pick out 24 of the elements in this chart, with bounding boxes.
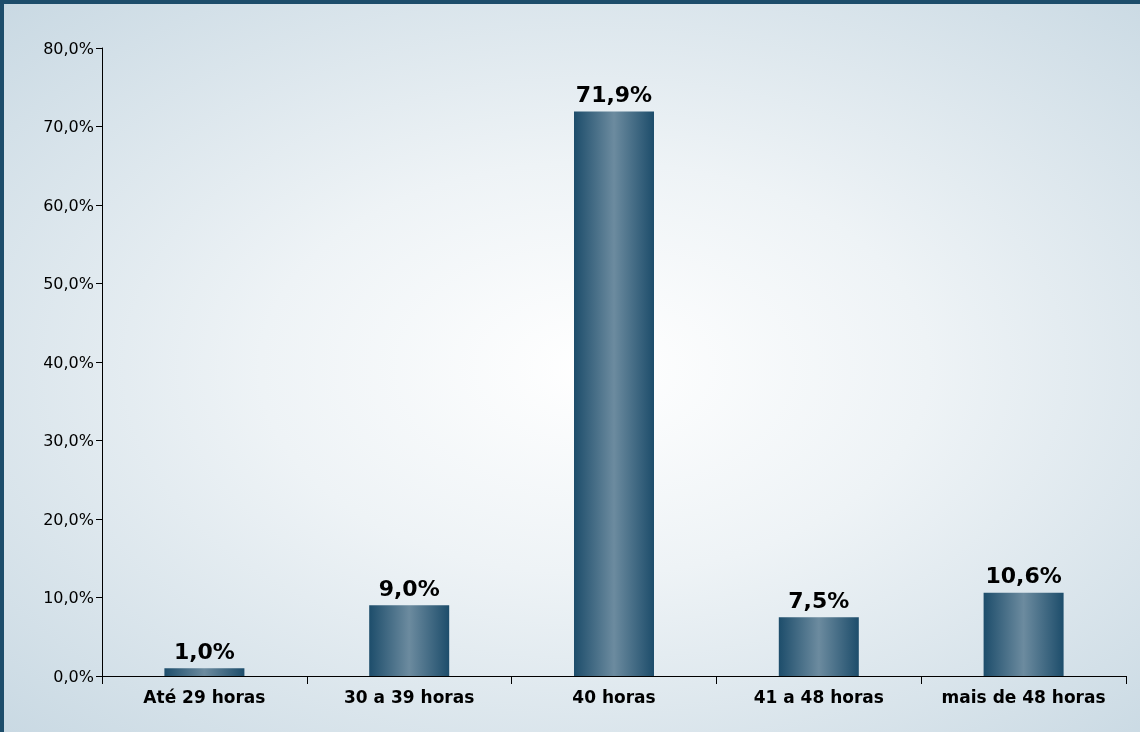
bar — [983, 592, 1064, 676]
data-label: 9,0% — [378, 575, 440, 601]
bar — [164, 668, 245, 676]
y-tick-label: 80,0% — [43, 38, 94, 58]
y-tick-label: 10,0% — [43, 588, 94, 607]
x-tick-label: mais de 48 horas — [941, 686, 1106, 707]
bar — [574, 111, 654, 676]
y-tick-label: 40,0% — [43, 352, 94, 372]
x-tick-label: 30 a 39 horas — [344, 686, 475, 707]
y-tick-label: 60,0% — [43, 195, 94, 215]
y-tick-label: 30,0% — [43, 431, 94, 450]
x-tick-label: 40 horas — [572, 686, 656, 707]
x-tick-label: 41 a 48 horas — [753, 686, 884, 707]
y-tick-label: 0,0% — [53, 666, 94, 686]
data-label: 1,0% — [173, 638, 235, 664]
bar — [778, 617, 859, 676]
data-label: 71,9% — [575, 82, 653, 108]
x-tick-label: Até 29 horas — [143, 686, 266, 707]
y-tick-label: 50,0% — [43, 274, 94, 293]
data-label: 10,6% — [985, 563, 1062, 589]
y-tick-label: 70,0% — [43, 117, 94, 136]
data-label: 7,5% — [788, 587, 850, 613]
bar — [369, 605, 450, 676]
y-tick-label: 20,0% — [43, 509, 94, 529]
